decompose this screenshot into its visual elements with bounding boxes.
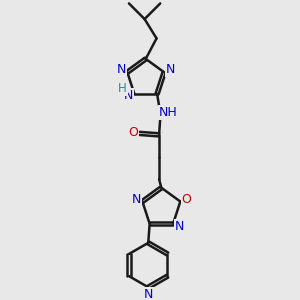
Text: O: O: [129, 126, 138, 140]
Text: N: N: [175, 220, 184, 232]
Text: N: N: [144, 288, 153, 300]
Text: N: N: [166, 64, 175, 76]
Text: N: N: [131, 193, 141, 206]
Text: O: O: [182, 193, 191, 206]
Text: NH: NH: [159, 106, 178, 119]
Text: N: N: [116, 64, 126, 76]
Text: N: N: [124, 89, 134, 102]
Text: H: H: [118, 82, 127, 95]
